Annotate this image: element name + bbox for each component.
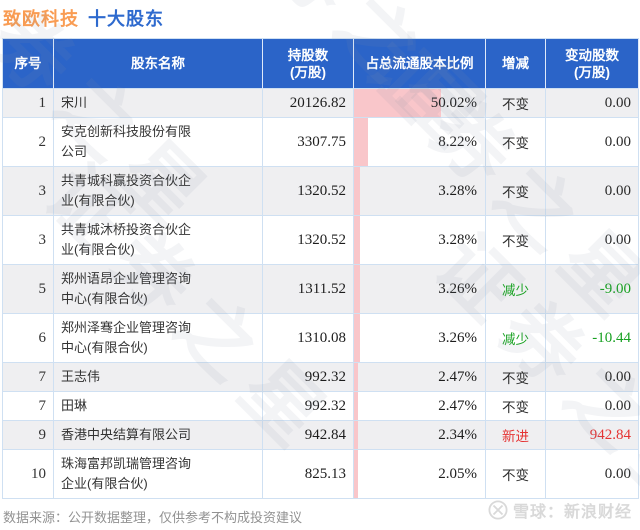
brand-watermark-text: 雪球：新浪财经	[512, 504, 632, 521]
shareholder-name-cell: 香港中央结算有限公司	[54, 421, 263, 450]
rank-cell: 5	[3, 265, 54, 314]
change-cell: 不变	[486, 167, 546, 216]
ratio-cell: 3.28%	[354, 167, 486, 216]
rank-cell: 9	[3, 421, 54, 450]
shareholder-name-cell: 王志伟	[54, 363, 263, 392]
ratio-bar	[354, 450, 358, 498]
column-header: 序号	[3, 39, 54, 89]
shares-cell: 1320.52	[263, 216, 354, 265]
shares-cell: 1320.52	[263, 167, 354, 216]
rank-cell: 3	[3, 216, 54, 265]
ratio-cell: 2.47%	[354, 392, 486, 421]
ratio-bar	[354, 421, 358, 449]
ratio-bar	[354, 392, 358, 420]
table-header-row: 序号 股东名称 持股数 (万股) 占总流通股本比例 增减 变动股数 (万股)	[3, 39, 639, 89]
data-source-note: 数据来源：公开数据整理，仅供参考不构成投资建议	[3, 510, 303, 525]
xueqiu-logo-icon	[488, 500, 508, 520]
delta-shares-cell: 942.84	[546, 421, 639, 450]
ratio-bar	[354, 89, 441, 117]
change-cell: 不变	[486, 216, 546, 265]
ratio-bar	[354, 167, 360, 215]
table-row: 10 珠海富邦凯瑞管理咨询企业(有限合伙) 825.13 2.05% 不变 0.00	[3, 450, 639, 499]
delta-shares-cell: 0.00	[546, 216, 639, 265]
column-header: 增减	[486, 39, 546, 89]
brand-watermark: 雪球：新浪财经	[488, 498, 632, 522]
delta-shares-cell: 0.00	[546, 167, 639, 216]
table-row: 2 安克创新科技股份有限公司 3307.75 8.22% 不变 0.00	[3, 118, 639, 167]
table-row: 9 香港中央结算有限公司 942.84 2.34% 新进 942.84	[3, 421, 639, 450]
shares-cell: 1310.08	[263, 314, 354, 363]
change-cell: 减少	[486, 265, 546, 314]
ratio-cell: 2.05%	[354, 450, 486, 499]
ratio-bar	[354, 265, 360, 313]
column-header: 占总流通股本比例	[354, 39, 486, 89]
table-row: 7 田琳 992.32 2.47% 不变 0.00	[3, 392, 639, 421]
change-cell: 不变	[486, 450, 546, 499]
shares-cell: 992.32	[263, 363, 354, 392]
shares-cell: 992.32	[263, 392, 354, 421]
delta-shares-cell: 0.00	[546, 89, 639, 118]
change-cell: 新进	[486, 421, 546, 450]
shareholder-name-cell: 共青城沐桥投资合伙企业(有限合伙)	[54, 216, 263, 265]
shares-cell: 20126.82	[263, 89, 354, 118]
shareholder-name-cell: 郑州语昂企业管理咨询中心(有限合伙)	[54, 265, 263, 314]
shareholder-name-cell: 安克创新科技股份有限公司	[54, 118, 263, 167]
table-row: 5 郑州语昂企业管理咨询中心(有限合伙) 1311.52 3.26% 减少 -9.00	[3, 265, 639, 314]
delta-shares-cell: -9.00	[546, 265, 639, 314]
rank-cell: 3	[3, 167, 54, 216]
delta-shares-cell: 0.00	[546, 118, 639, 167]
change-cell: 不变	[486, 118, 546, 167]
shares-cell: 942.84	[263, 421, 354, 450]
shareholder-name-cell: 宋川	[54, 89, 263, 118]
ratio-cell: 8.22%	[354, 118, 486, 167]
ratio-bar	[354, 363, 358, 391]
column-header: 股东名称	[54, 39, 263, 89]
rank-cell: 10	[3, 450, 54, 499]
delta-shares-cell: 0.00	[546, 363, 639, 392]
page-subtitle: 十大股东	[88, 9, 164, 29]
change-cell: 不变	[486, 363, 546, 392]
ratio-cell: 3.26%	[354, 265, 486, 314]
change-cell: 不变	[486, 89, 546, 118]
change-cell: 不变	[486, 392, 546, 421]
table-row: 7 王志伟 992.32 2.47% 不变 0.00	[3, 363, 639, 392]
ratio-cell: 2.47%	[354, 363, 486, 392]
table-body: 1 宋川 20126.82 50.02% 不变 0.00 2 安克创新科技股份有限公司 3307…	[3, 89, 639, 499]
table-row: 6 郑州泽骞企业管理咨询中心(有限合伙) 1310.08 3.26% 减少 -10.44	[3, 314, 639, 363]
ratio-cell: 50.02%	[354, 89, 486, 118]
delta-shares-cell: 0.00	[546, 450, 639, 499]
shareholder-name-cell: 郑州泽骞企业管理咨询中心(有限合伙)	[54, 314, 263, 363]
shareholders-table: 序号 股东名称 持股数 (万股) 占总流通股本比例 增减 变动股数 (万股) 1 宋川 20126…	[2, 38, 639, 499]
table-row: 3 共青城科赢投资合伙企业(有限合伙) 1320.52 3.28% 不变 0.00	[3, 167, 639, 216]
shareholder-name-cell: 田琳	[54, 392, 263, 421]
rank-cell: 6	[3, 314, 54, 363]
ratio-cell: 3.26%	[354, 314, 486, 363]
column-header: 变动股数 (万股)	[546, 39, 639, 89]
ratio-bar	[354, 118, 368, 166]
delta-shares-cell: -10.44	[546, 314, 639, 363]
company-name: 致欧科技	[3, 9, 79, 29]
rank-cell: 7	[3, 392, 54, 421]
ratio-cell: 3.28%	[354, 216, 486, 265]
shares-cell: 825.13	[263, 450, 354, 499]
shares-cell: 1311.52	[263, 265, 354, 314]
delta-shares-cell: 0.00	[546, 392, 639, 421]
table-row: 1 宋川 20126.82 50.02% 不变 0.00	[3, 89, 639, 118]
rank-cell: 2	[3, 118, 54, 167]
change-cell: 减少	[486, 314, 546, 363]
table-row: 3 共青城沐桥投资合伙企业(有限合伙) 1320.52 3.28% 不变 0.00	[3, 216, 639, 265]
rank-cell: 1	[3, 89, 54, 118]
shares-cell: 3307.75	[263, 118, 354, 167]
shareholder-name-cell: 共青城科赢投资合伙企业(有限合伙)	[54, 167, 263, 216]
ratio-bar	[354, 216, 360, 264]
ratio-bar	[354, 314, 360, 362]
shareholder-name-cell: 珠海富邦凯瑞管理咨询企业(有限合伙)	[54, 450, 263, 499]
column-header: 持股数 (万股)	[263, 39, 354, 89]
rank-cell: 7	[3, 363, 54, 392]
page-title: 致欧科技 十大股东	[3, 5, 164, 31]
ratio-cell: 2.34%	[354, 421, 486, 450]
